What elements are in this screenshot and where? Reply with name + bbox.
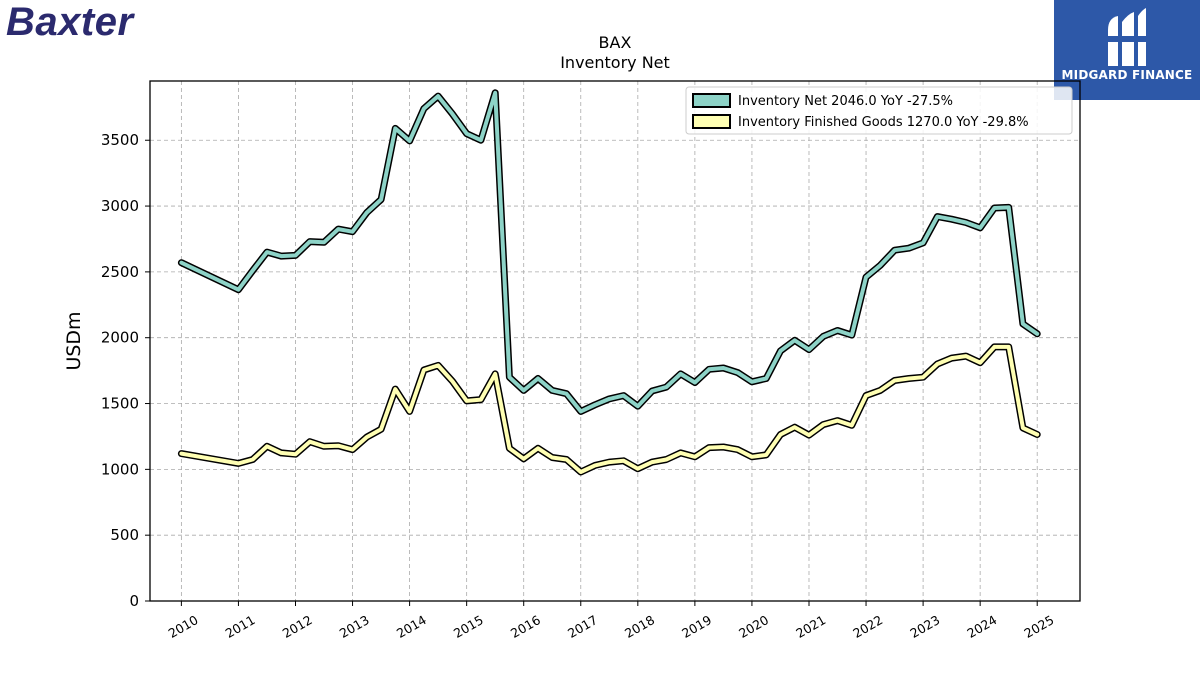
x-axis-ticks: 2010 2011 2012 2013 2014 2015 2016 2017 2018 2019… <box>166 601 1056 641</box>
x-tick-label: 2013 <box>337 612 372 641</box>
legend-box <box>685 86 1073 135</box>
y-axis-ticks: 0 500 1000 1500 2000 2500 3000 3500 <box>101 131 150 610</box>
x-tick-label: 2015 <box>451 612 486 641</box>
midgard-finance-badge: MIDGARD FINANCE <box>1054 0 1200 100</box>
y-tick-label: 2000 <box>101 329 139 347</box>
x-tick-label: 2023 <box>907 612 942 641</box>
y-tick-label: 3500 <box>101 131 139 149</box>
plot-frame <box>149 80 1081 602</box>
y-tick-label: 3000 <box>101 197 139 215</box>
series-lines <box>177 89 1041 476</box>
legend-swatch-inventory-net <box>692 93 731 108</box>
chart-subtitle: Inventory Net <box>560 53 670 72</box>
y-axis-label: USDm <box>63 311 85 370</box>
chart-title: BAX <box>599 33 632 52</box>
y-tick-label: 1000 <box>101 460 139 478</box>
y-tick-label: 2500 <box>101 263 139 281</box>
legend-label-finished-goods: Inventory Finished Goods 1270.0 YoY -29.… <box>738 115 1029 130</box>
x-tick-label: 2014 <box>394 612 429 641</box>
legend-swatch-finished-goods <box>692 114 731 129</box>
x-tick-label: 2022 <box>850 612 885 641</box>
x-tick-label: 2011 <box>223 612 258 641</box>
midgard-logo-icon <box>1102 8 1148 66</box>
x-tick-label: 2012 <box>280 612 315 641</box>
x-tick-label: 2020 <box>736 612 771 641</box>
grid-lines <box>150 81 1080 602</box>
midgard-finance-label: MIDGARD FINANCE <box>1061 68 1193 82</box>
legend: Inventory Net 2046.0 YoY -27.5% Inventor… <box>685 86 1073 135</box>
y-tick-label: 500 <box>110 526 139 544</box>
x-tick-label: 2021 <box>793 612 828 641</box>
x-tick-label: 2017 <box>565 612 600 641</box>
x-tick-label: 2019 <box>679 612 714 641</box>
x-tick-label: 2010 <box>166 612 201 641</box>
x-tick-label: 2018 <box>622 612 657 641</box>
x-tick-label: 2016 <box>508 612 543 641</box>
legend-label-inventory-net: Inventory Net 2046.0 YoY -27.5% <box>738 94 953 109</box>
x-tick-label: 2025 <box>1021 612 1056 641</box>
series-line-inventory-net <box>179 90 1040 414</box>
baxter-logo: Baxter <box>6 0 134 44</box>
x-tick-label: 2024 <box>964 612 999 641</box>
series-outline-inventory-finished-goods <box>177 343 1041 476</box>
y-tick-label: 0 <box>129 592 139 610</box>
series-line-inventory-finished-goods <box>179 344 1040 474</box>
y-tick-label: 1500 <box>101 395 139 413</box>
